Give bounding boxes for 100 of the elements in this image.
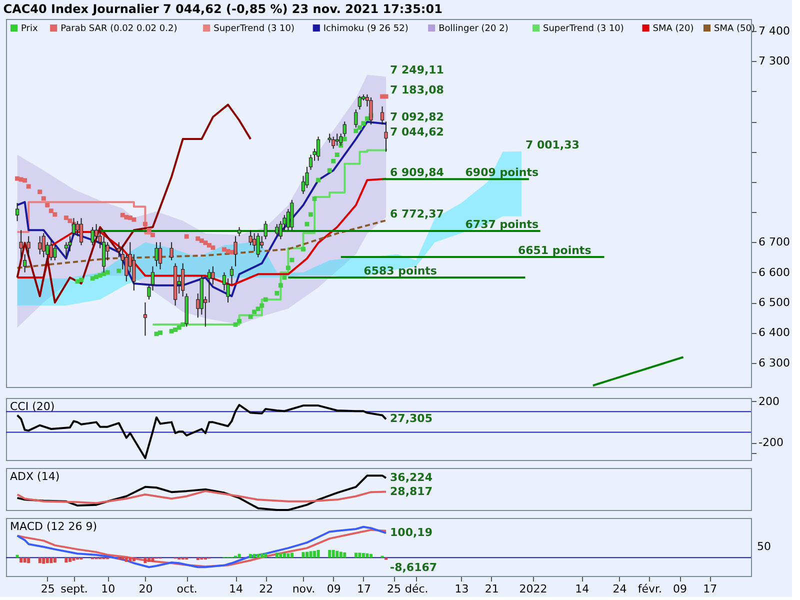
candlestick (252, 232, 256, 252)
point (210, 245, 216, 250)
point (203, 240, 208, 246)
point (308, 212, 314, 217)
chart-title: MACD (12 26 9) (10, 520, 98, 533)
bar (252, 554, 256, 558)
bar (260, 553, 264, 558)
y-tick-label: -200 (758, 436, 784, 450)
candlestick (90, 226, 94, 246)
point (146, 228, 152, 232)
bar (38, 558, 42, 564)
point (334, 152, 340, 157)
candlestick (354, 108, 358, 128)
point (64, 216, 68, 220)
candlestick (275, 224, 279, 237)
point (357, 125, 362, 130)
point (48, 208, 54, 214)
point (230, 250, 234, 254)
bar (316, 550, 320, 558)
point (260, 303, 264, 308)
x-tick-label: 25 (40, 582, 55, 596)
candlestick (42, 232, 46, 258)
candlestick (207, 268, 211, 304)
legend-label: Ichimoku (9 26 52) (323, 24, 408, 34)
point (274, 290, 280, 296)
legend-label: Bollinger (20 2) (438, 24, 508, 34)
point (233, 322, 238, 327)
point (158, 330, 163, 335)
candlestick (211, 266, 215, 285)
point (22, 178, 28, 183)
x-tick-label: 09 (673, 582, 688, 596)
candlestick (158, 242, 162, 270)
point (45, 202, 50, 208)
bar (282, 552, 286, 558)
legend-label: SMA (50) (714, 24, 755, 34)
legend-label: Prix (21, 24, 38, 34)
candlestick (26, 236, 30, 258)
candlestick (143, 302, 148, 336)
x-tick-label: 13 (454, 582, 469, 596)
bar (50, 558, 53, 564)
bar (16, 554, 19, 558)
y-tick-label: 6 500 (758, 296, 790, 310)
candlestick (358, 95, 362, 110)
candlestick (335, 133, 339, 146)
x-tick-label: 10 (101, 582, 116, 596)
x-tick-label: 14 (575, 582, 590, 596)
candlestick (316, 136, 320, 162)
bar (124, 558, 128, 562)
point (301, 246, 306, 252)
bar (256, 554, 260, 558)
bar (46, 558, 49, 564)
bar (343, 552, 346, 558)
bar (132, 558, 136, 562)
x-tick-label: 09 (326, 582, 341, 596)
bar (238, 554, 241, 558)
y-tick-label: 6 300 (758, 356, 790, 370)
bar (290, 552, 294, 558)
annotation: 6583 points (364, 264, 438, 278)
chart-title: ADX (14) (10, 470, 60, 483)
point (180, 322, 186, 327)
point (52, 212, 58, 217)
bar (313, 550, 316, 558)
point (237, 319, 242, 324)
y-tick-label: 6 700 (758, 236, 790, 249)
point (68, 218, 72, 224)
annotation: 36,224 (390, 470, 433, 484)
legend-label: SuperTrend (3 10) (214, 24, 295, 34)
annotation: 7 183,08 (390, 83, 444, 96)
point (222, 247, 226, 252)
annotation: 7 044,62 (390, 125, 444, 138)
bar (275, 552, 278, 558)
point (184, 234, 189, 239)
point (304, 222, 310, 226)
legend-label: SuperTrend (3 10) (543, 24, 624, 34)
annotation: 27,305 (390, 412, 432, 426)
y-tick-label: 7 300 (758, 54, 790, 68)
bar (328, 550, 332, 558)
point (312, 196, 317, 202)
candlestick (332, 136, 336, 150)
bar (354, 552, 358, 558)
bar (366, 553, 369, 558)
point (327, 168, 332, 173)
annotation: 6651 points (518, 244, 592, 257)
bar (286, 553, 290, 558)
candlestick (38, 236, 42, 255)
point (384, 94, 388, 99)
point (142, 222, 148, 226)
bar (23, 558, 26, 563)
bar (309, 551, 312, 558)
point (282, 275, 287, 280)
point (41, 196, 46, 201)
point (354, 128, 358, 134)
x-tick-label: déc. (404, 582, 428, 596)
annotation: 6 772,37 (390, 207, 444, 220)
bar (306, 552, 309, 558)
x-tick-label: 2022 (519, 582, 548, 596)
bar (196, 558, 200, 560)
candlestick (170, 242, 174, 261)
bar (369, 554, 372, 558)
bar (42, 558, 46, 564)
